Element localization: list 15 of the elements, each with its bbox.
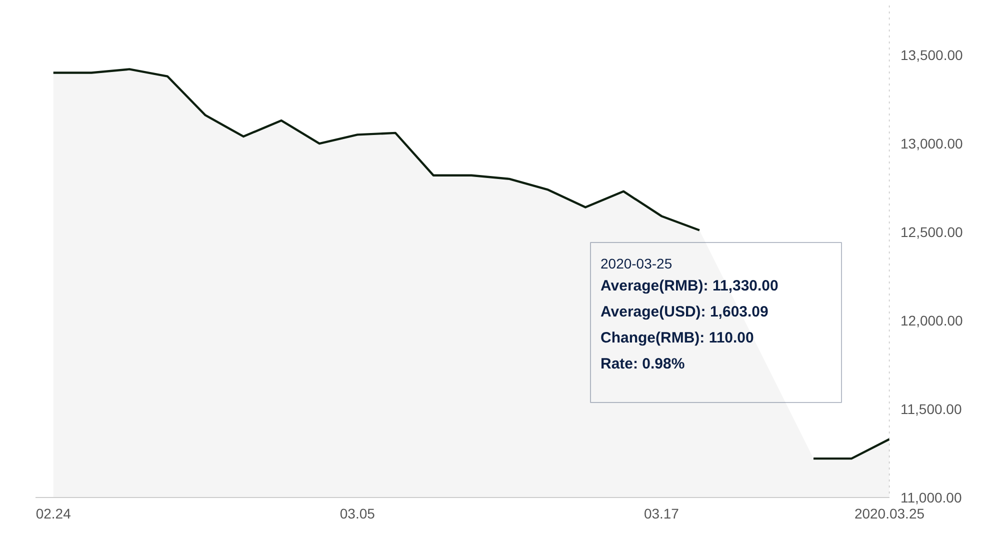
- y-tick-label: 11,000.00: [900, 490, 962, 506]
- y-tick-label: 12,500.00: [900, 224, 963, 240]
- y-tick-label: 13,000.00: [900, 136, 963, 152]
- y-tick-label: 13,500.00: [900, 47, 963, 64]
- x-tick-label: 02.24: [36, 506, 72, 522]
- x-tick-label: 03.05: [340, 506, 376, 522]
- annotation: Rate: 0.98%: [600, 356, 685, 372]
- annotation: Change(RMB): 110.00: [600, 330, 754, 346]
- y-tick-label: 12,000.00: [900, 312, 963, 329]
- x-tick-label: 03.17: [644, 506, 680, 522]
- annotation: Average(RMB): 11,330.00: [600, 278, 778, 294]
- annotation: 2020-03-25: [600, 256, 672, 272]
- y-tick-label: 11,500.00: [900, 401, 962, 418]
- x-tick-label: 2020.03.25: [854, 506, 925, 522]
- annotation: Average(USD): 1,603.09: [600, 304, 768, 320]
